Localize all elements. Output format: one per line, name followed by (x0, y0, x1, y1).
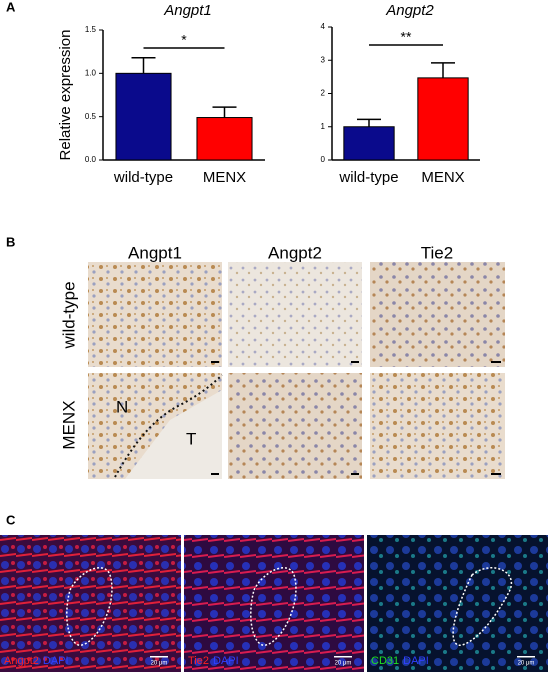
chart-title: Angpt1 (163, 2, 212, 19)
panel-label: C (6, 512, 16, 527)
stain: CD31 (371, 655, 399, 667)
stain-label: Angpt2 DAPI (4, 655, 69, 667)
counterstain: DAPI (213, 655, 239, 667)
stain: Angpt2 (4, 655, 39, 667)
y-tick-label: 2 (321, 89, 326, 98)
y-tick-label: 1.0 (85, 68, 97, 77)
scale-bar (150, 656, 168, 658)
scale-label: 20 μm (151, 661, 168, 667)
x-tick-label: MENX (421, 169, 464, 186)
y-axis-label: Relative expression (57, 30, 74, 161)
scale-bar (211, 361, 219, 363)
bar (417, 77, 469, 161)
x-tick-label: wild-type (338, 169, 398, 186)
fluorescence-image (0, 535, 181, 672)
boundary (114, 374, 223, 478)
column-header: Angpt1 (128, 243, 182, 262)
scale-label: 20 μm (335, 661, 352, 667)
stain-label: CD31 DAPI (371, 655, 429, 667)
chart-title: Angpt2 (385, 2, 434, 19)
ihc-image (370, 262, 505, 367)
ihc-image (370, 373, 505, 479)
counterstain: DAPI (403, 655, 429, 667)
tissue-region (125, 390, 222, 479)
stain-label: Tie2 DAPI (188, 655, 239, 667)
y-tick-label: 0 (321, 155, 326, 164)
x-tick-label: wild-type (113, 169, 173, 186)
outline (452, 567, 513, 646)
error-bar (131, 56, 156, 74)
scale-bar (351, 473, 359, 475)
stain: Tie2 (188, 655, 209, 667)
column-header: Tie2 (421, 243, 453, 262)
significance: ** (401, 29, 412, 45)
scale-bar (491, 473, 501, 475)
scale-bar (517, 656, 535, 658)
error-bar (212, 106, 237, 118)
ihc-image (228, 373, 362, 479)
column-header: Angpt2 (268, 243, 322, 262)
y-tick-label: 1.5 (85, 25, 97, 34)
scale-bar (491, 361, 501, 363)
bar (196, 117, 253, 161)
significance: * (181, 32, 187, 48)
y-tick-label: 0.5 (85, 112, 97, 121)
row-label: wild-type (59, 281, 78, 349)
x-tick-label: MENX (203, 169, 246, 186)
ihc-image (88, 262, 222, 367)
fluorescence-image (184, 535, 364, 672)
annotation: N (116, 397, 128, 416)
fluorescence-image (367, 535, 548, 672)
counterstain: DAPI (43, 655, 69, 667)
scale-label: 20 μm (518, 661, 535, 667)
scale-bar (334, 656, 352, 658)
panel-label: B (6, 234, 15, 249)
error-bar (357, 118, 381, 127)
ihc-image (228, 262, 362, 367)
error-bar (431, 62, 455, 78)
scale-bar (211, 473, 219, 475)
bar (115, 72, 172, 161)
panel-label: A (6, 0, 16, 14)
scale-bar (351, 361, 359, 363)
y-tick-label: 3 (321, 55, 326, 64)
y-tick-label: 1 (321, 122, 326, 131)
y-tick-label: 0.0 (85, 155, 97, 164)
bar (343, 126, 395, 161)
annotation: T (186, 429, 196, 448)
y-tick-label: 4 (321, 22, 326, 31)
row-label: MENX (59, 400, 78, 449)
